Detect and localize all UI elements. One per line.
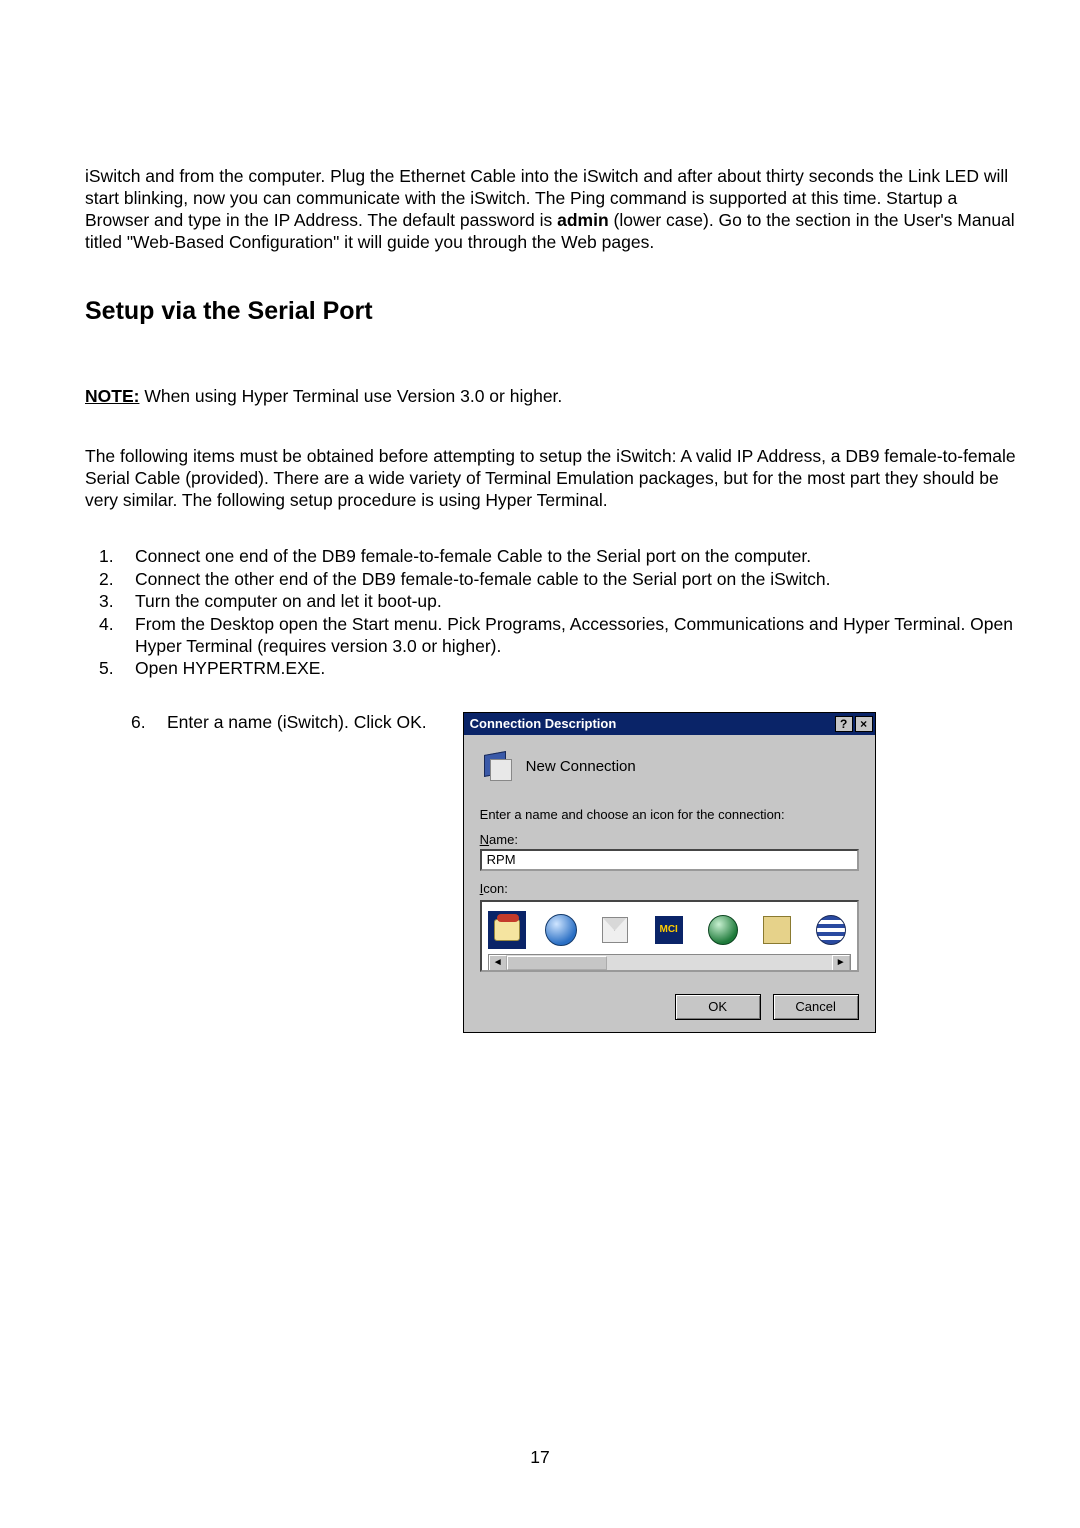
step-number: 5. xyxy=(99,657,121,679)
dialog-title: Connection Description xyxy=(470,716,617,731)
list-item: 1. Connect one end of the DB9 female-to-f… xyxy=(85,545,1025,567)
step6-row: 6. Enter a name (iSwitch). Click OK. Con… xyxy=(85,712,1025,1033)
icon-option-phone[interactable] xyxy=(488,911,526,949)
cancel-label: Cancel xyxy=(795,999,835,1014)
dialog-header-label: New Connection xyxy=(526,758,636,775)
icon-option-mci[interactable]: MCI xyxy=(650,911,688,949)
dialog-titlebar[interactable]: Connection Description ? × xyxy=(464,713,875,735)
step-text: Turn the computer on and let it boot-up. xyxy=(135,590,1025,612)
help-icon: ? xyxy=(840,718,847,730)
dialog-body: New Connection Enter a name and choose a… xyxy=(464,735,875,986)
intro-paragraph: iSwitch and from the computer. Plug the … xyxy=(85,165,1025,253)
dialog-prompt: Enter a name and choose an icon for the … xyxy=(480,807,859,822)
icon-option-doc[interactable] xyxy=(758,911,796,949)
intro-bold: admin xyxy=(557,210,609,230)
document-page: iSwitch and from the computer. Plug the … xyxy=(0,0,1080,1528)
ordered-steps: 1. Connect one end of the DB9 female-to-f… xyxy=(85,545,1025,679)
step-number: 1. xyxy=(99,545,121,567)
step-text: Connect the other end of the DB9 female-… xyxy=(135,568,1025,590)
connection-icon xyxy=(480,749,516,785)
dialog-button-row: OK Cancel xyxy=(464,986,875,1032)
step-text: From the Desktop open the Start menu. Pi… xyxy=(135,613,1025,658)
icon-option-att[interactable] xyxy=(812,911,850,949)
step-text: Open HYPERTRM.EXE. xyxy=(135,657,1025,679)
note-label: NOTE: xyxy=(85,386,139,406)
icon-label-rest: con: xyxy=(483,881,508,896)
step-number: 3. xyxy=(99,590,121,612)
icon-field-label: Icon: xyxy=(480,881,859,896)
name-label-rest: ame: xyxy=(489,832,518,847)
step-number: 6. xyxy=(131,712,153,733)
close-icon: × xyxy=(860,718,867,730)
icon-option-globe[interactable] xyxy=(542,911,580,949)
note-text: When using Hyper Terminal use Version 3.… xyxy=(139,386,562,406)
step-text: Connect one end of the DB9 female-to-fem… xyxy=(135,545,1025,567)
name-input[interactable] xyxy=(480,849,859,871)
step-number: 2. xyxy=(99,568,121,590)
titlebar-buttons: ? × xyxy=(835,716,873,732)
icon-strip: MCI xyxy=(488,908,851,952)
scroll-right-button[interactable]: ► xyxy=(832,955,850,971)
icon-option-mail[interactable] xyxy=(596,911,634,949)
connection-description-dialog: Connection Description ? × New Connectio… xyxy=(463,712,876,1033)
list-item: 5. Open HYPERTRM.EXE. xyxy=(85,657,1025,679)
list-item: 3. Turn the computer on and let it boot-u… xyxy=(85,590,1025,612)
ok-button[interactable]: OK xyxy=(675,994,761,1020)
cancel-button[interactable]: Cancel xyxy=(773,994,859,1020)
name-field-label: Name: xyxy=(480,832,859,847)
list-item: 4. From the Desktop open the Start menu. … xyxy=(85,613,1025,658)
chevron-right-icon: ► xyxy=(836,957,846,968)
note-line: NOTE: When using Hyper Terminal use Vers… xyxy=(85,386,1025,407)
icon-picker: MCI ◄ ► xyxy=(480,900,859,972)
close-button[interactable]: × xyxy=(855,716,873,732)
name-accelerator: N xyxy=(480,832,489,847)
scroll-left-button[interactable]: ◄ xyxy=(489,955,507,971)
step-number: 4. xyxy=(99,613,121,658)
section-heading: Setup via the Serial Port xyxy=(85,297,1025,326)
chevron-left-icon: ◄ xyxy=(493,957,503,968)
pre-steps-paragraph: The following items must be obtained bef… xyxy=(85,445,1025,511)
list-item: 2. Connect the other end of the DB9 femal… xyxy=(85,568,1025,590)
page-number: 17 xyxy=(0,1447,1080,1468)
dialog-header: New Connection xyxy=(480,749,859,785)
ok-label: OK xyxy=(708,999,727,1014)
list-item: 6. Enter a name (iSwitch). Click OK. xyxy=(131,712,427,733)
icon-option-globe2[interactable] xyxy=(704,911,742,949)
scroll-thumb[interactable] xyxy=(507,956,607,970)
help-button[interactable]: ? xyxy=(835,716,853,732)
step-text: Enter a name (iSwitch). Click OK. xyxy=(167,712,427,733)
icon-scrollbar[interactable]: ◄ ► xyxy=(488,954,851,972)
